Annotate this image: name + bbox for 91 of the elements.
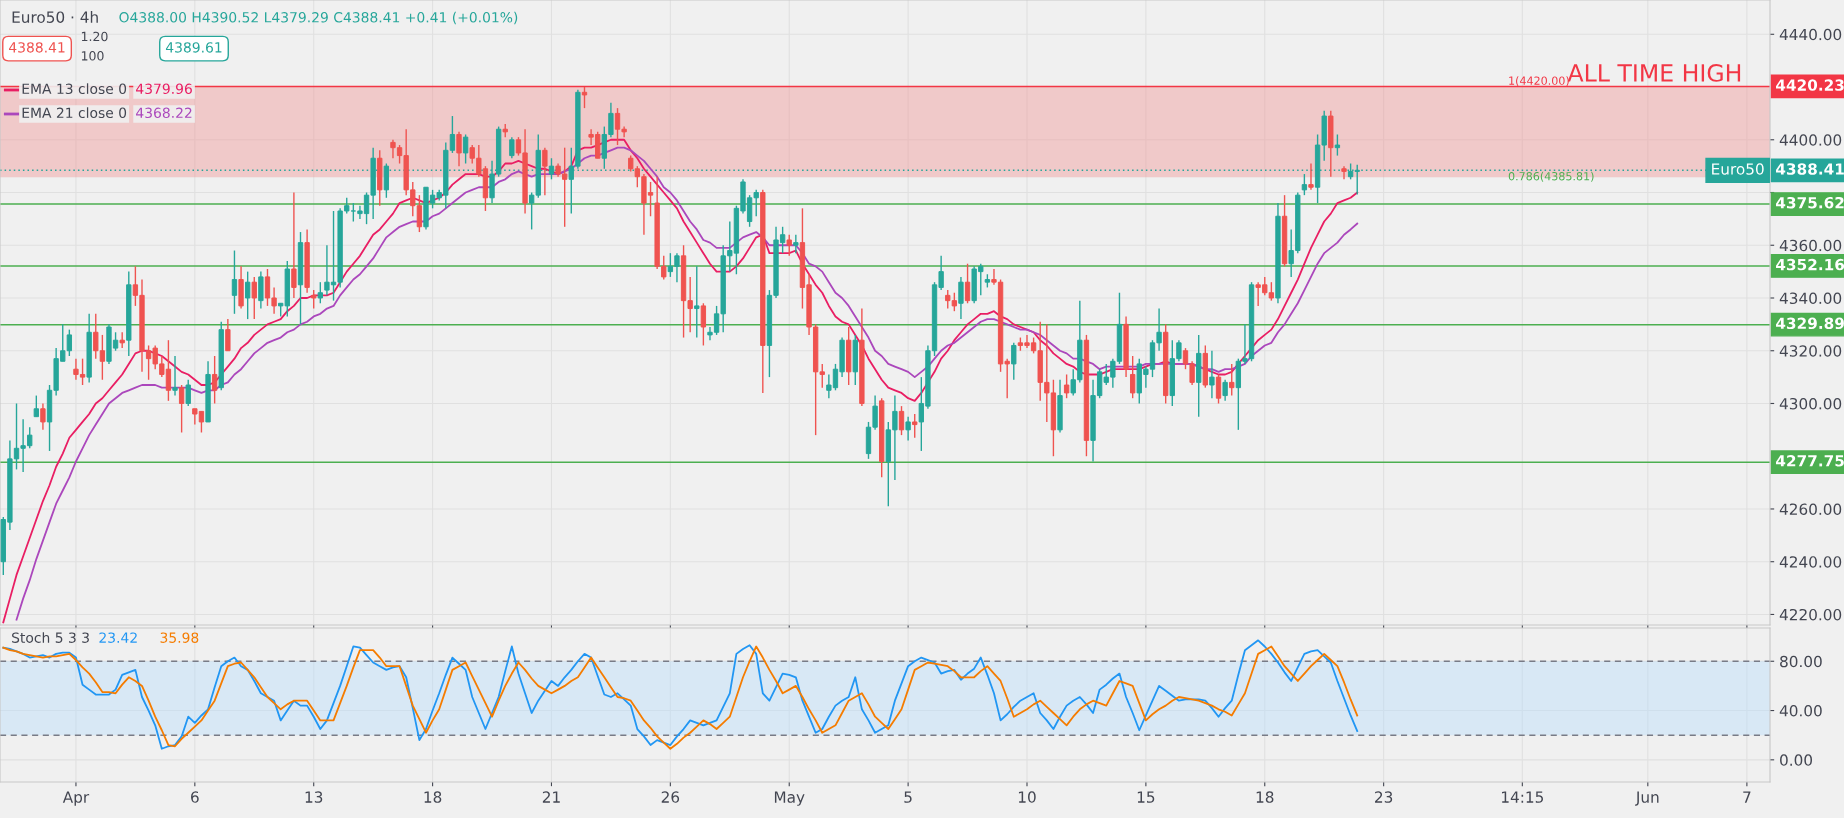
annotation: 4388.41 — [9, 42, 65, 53]
x-tick-label: 14:15 — [1502, 791, 1544, 803]
candlestick — [1334, 133, 1341, 157]
candlestick — [33, 394, 39, 418]
y-tick-label: 0.00 — [1780, 754, 1813, 766]
annotation: 4389.61 — [165, 42, 222, 53]
candlestick — [694, 265, 700, 339]
annotation: 4368.22 — [136, 107, 192, 119]
candlestick — [258, 270, 264, 310]
candlestick — [898, 405, 905, 436]
x-tick-label: 26 — [661, 791, 680, 803]
candlestick — [581, 86, 588, 109]
candlestick — [1130, 355, 1136, 399]
candlestick — [462, 133, 469, 165]
ref-line-label: 4388.41 — [1776, 163, 1844, 175]
candlestick — [786, 234, 792, 257]
candlestick — [1011, 342, 1017, 381]
x-tick-label: 23 — [1375, 791, 1393, 803]
candlestick — [231, 249, 238, 315]
candlestick — [40, 402, 46, 431]
candlestick — [509, 136, 515, 159]
candlestick — [1209, 350, 1215, 399]
candlestick — [912, 413, 918, 439]
x-tick-label: May — [774, 791, 805, 806]
y-tick-label: 4300.00 — [1779, 397, 1842, 410]
x-tick-label: Jun — [1635, 791, 1659, 806]
candlestick — [700, 302, 707, 347]
ref-line-label: 4420.23 — [1776, 79, 1844, 91]
candlestick — [225, 318, 231, 352]
x-tick-label: 21 — [542, 791, 560, 803]
candlestick — [958, 276, 964, 320]
annotation: Euro50 — [1712, 163, 1764, 175]
y-tick-label: 4220.00 — [1779, 608, 1842, 621]
x-tick-label: 15 — [1137, 791, 1155, 803]
ref-line-label: 4277.75 — [1776, 455, 1844, 467]
candlestick — [291, 191, 297, 299]
candlestick — [211, 355, 218, 405]
y-tick-label: 4360.00 — [1779, 239, 1842, 252]
legend-label: EMA 13 close 0 — [22, 83, 127, 95]
candlestick — [172, 355, 178, 397]
y-tick-label: 80.00 — [1780, 655, 1822, 668]
y-tick-label: 4260.00 — [1779, 503, 1842, 515]
candlestick — [251, 276, 257, 320]
y-tick-label: 4240.00 — [1779, 556, 1842, 568]
annotation: 100 — [81, 51, 104, 61]
annotation: ALL TIME HIGH — [1567, 63, 1741, 82]
ref-line-label: 4375.62 — [1776, 196, 1844, 209]
candlestick — [178, 384, 185, 434]
x-tick-label: 18 — [1256, 791, 1274, 803]
candlestick — [964, 263, 971, 304]
candlestick — [548, 157, 555, 181]
candlestick — [1301, 173, 1308, 196]
candlestick — [245, 270, 251, 320]
y-tick-label: 4320.00 — [1779, 345, 1842, 357]
candlestick — [793, 234, 799, 254]
x-tick-label: 5 — [904, 791, 912, 803]
annotation: 4379.96 — [136, 83, 192, 95]
x-tick-label: 7 — [1743, 791, 1751, 803]
y-tick-label: 4400.00 — [1779, 134, 1842, 146]
candlestick — [119, 331, 125, 349]
x-tick-label: 10 — [1018, 791, 1036, 803]
candlestick — [1308, 162, 1314, 191]
annotation: 1.20 — [81, 31, 108, 42]
legend-label: EMA 21 close 0 — [22, 107, 127, 119]
text: Euro50 · 4h — [12, 11, 98, 23]
ref-line-label: 4329.89 — [1776, 317, 1844, 330]
annotation: 0.786(4385.81) — [1508, 171, 1594, 182]
x-tick-label: 6 — [191, 791, 199, 803]
ref-line-label: 4352.16 — [1776, 258, 1844, 271]
chart-title: Stoch 5 3 3 — [12, 632, 89, 643]
x-tick-label: 18 — [424, 791, 442, 803]
candlestick — [1222, 379, 1228, 402]
candlestick — [1341, 165, 1347, 181]
candlestick — [542, 146, 548, 196]
candlestick — [185, 379, 191, 407]
text: O4388.00 H4390.52 L4379.29 C4388.41 +0.41 (+0.01%) — [119, 11, 518, 25]
candlestick — [1215, 373, 1222, 405]
annotation: 1(4420.00) — [1509, 76, 1569, 87]
annotation: 23.42 — [99, 632, 137, 643]
candlestick — [1063, 373, 1070, 399]
y-tick-label: 4340.00 — [1779, 292, 1842, 305]
x-tick-label: 13 — [305, 791, 323, 803]
y-tick-label: 4440.00 — [1779, 28, 1842, 41]
y-tick-label: 40.00 — [1779, 705, 1822, 717]
x-tick-label: Apr — [62, 791, 90, 806]
candlestick — [317, 281, 323, 304]
annotation: 35.98 — [160, 632, 199, 643]
candlestick — [1229, 363, 1235, 397]
candlestick — [456, 131, 462, 167]
candlestick — [905, 415, 911, 442]
candlestick — [311, 289, 317, 310]
